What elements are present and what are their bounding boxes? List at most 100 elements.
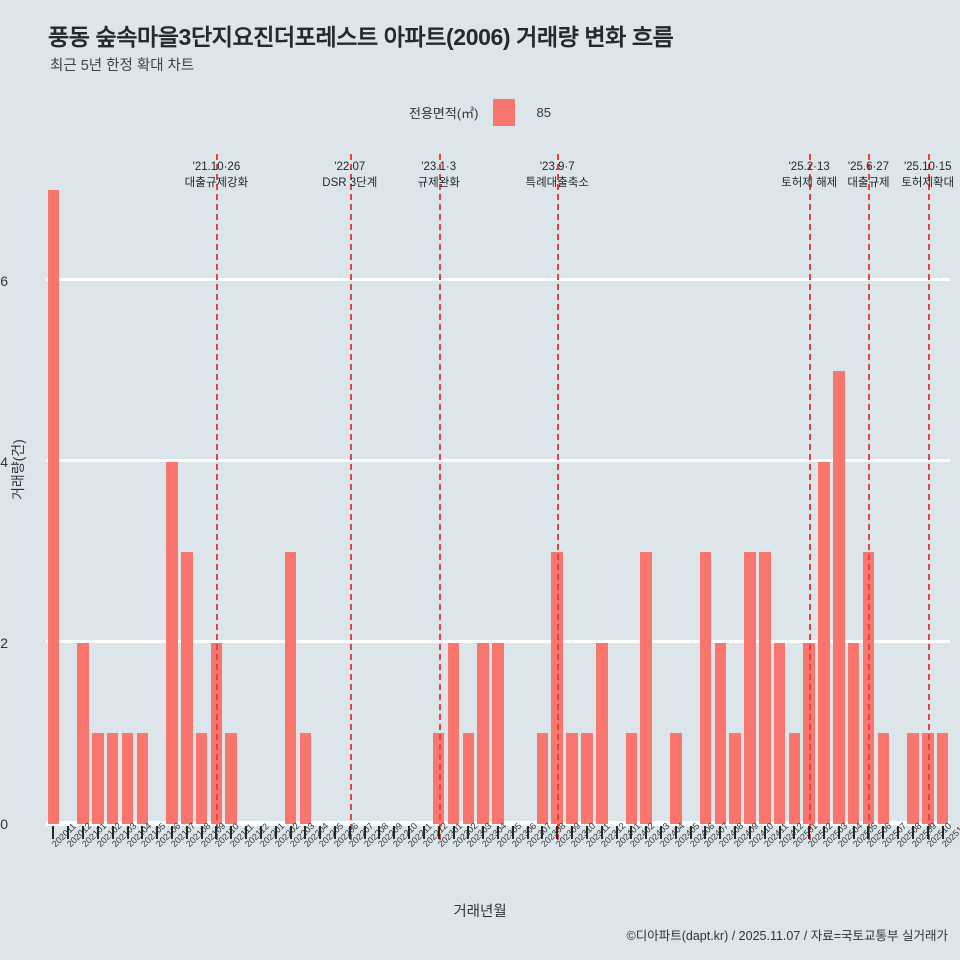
bar[interactable] [581, 733, 593, 824]
x-tick-mark [96, 826, 99, 839]
event-label: 대출규제 [847, 177, 890, 189]
x-tick-mark [852, 826, 855, 839]
bar[interactable] [121, 733, 134, 824]
x-tick-mark [630, 826, 633, 839]
x-tick-mark [882, 826, 885, 839]
x-tick-mark [52, 826, 55, 839]
bar[interactable] [47, 190, 60, 824]
event-label: 대출규제강화 [184, 177, 249, 189]
bar[interactable] [788, 733, 801, 824]
bar[interactable] [551, 552, 564, 824]
x-tick-mark [333, 826, 336, 839]
x-tick-mark [911, 826, 914, 839]
chart-title: 풍동 숲속마을3단지요진더포레스트 아파트(2006) 거래량 변화 흐름 [48, 24, 674, 50]
bar[interactable] [758, 552, 771, 824]
legend-label-85: 85 [536, 105, 551, 120]
bar[interactable] [210, 642, 223, 824]
bar[interactable] [936, 733, 949, 824]
bar[interactable] [106, 733, 119, 824]
x-tick-mark [704, 826, 707, 839]
bar[interactable] [181, 552, 193, 824]
event-line-1 [216, 154, 219, 840]
x-tick-mark [82, 826, 85, 839]
bar[interactable] [195, 733, 208, 824]
x-tick-mark [111, 826, 114, 839]
bar[interactable] [773, 642, 786, 824]
event-line-5 [809, 154, 812, 840]
legend-swatch-85[interactable] [492, 99, 515, 126]
x-tick-mark [67, 826, 70, 839]
x-tick-mark [511, 826, 514, 839]
x-tick-mark [689, 826, 692, 839]
bar[interactable] [299, 733, 312, 824]
y-tick-4: 4 [0, 453, 8, 470]
event-label: 토허제 해제 [781, 177, 838, 189]
x-tick-mark [467, 826, 470, 839]
bar[interactable] [447, 642, 460, 824]
bar[interactable] [77, 642, 89, 824]
bar[interactable] [833, 371, 845, 824]
x-tick-mark [497, 826, 499, 839]
bar[interactable] [625, 733, 638, 824]
bar[interactable] [744, 552, 756, 824]
x-tick-mark [422, 826, 425, 839]
plot-area [46, 154, 950, 840]
bar[interactable] [640, 552, 652, 824]
bar[interactable] [729, 733, 741, 824]
x-tick-mark [363, 826, 366, 839]
bar[interactable] [166, 461, 178, 824]
event-date: '21.10·26 [192, 161, 241, 173]
x-tick-mark [526, 826, 529, 839]
x-tick-mark [289, 826, 292, 839]
bar[interactable] [877, 733, 890, 824]
bar[interactable] [921, 733, 934, 824]
x-tick-mark [660, 826, 663, 839]
bar[interactable] [462, 733, 475, 824]
x-tick-mark [230, 826, 233, 839]
event-label: 특례대출축소 [525, 177, 590, 189]
event-label: 토허제확대 [901, 177, 955, 189]
event-label: DSR 3단계 [322, 177, 378, 189]
bar[interactable] [907, 733, 919, 824]
credit-text: ©디아파트(dapt.kr) / 2025.11.07 / 자료=국토교통부 실… [626, 929, 949, 943]
bar[interactable] [566, 733, 578, 824]
bar[interactable] [225, 733, 237, 824]
x-tick-mark [926, 826, 929, 839]
bar[interactable] [818, 461, 830, 824]
bar[interactable] [803, 642, 815, 824]
x-tick-mark [897, 826, 900, 839]
event-line-3 [438, 154, 441, 840]
x-tick-mark [482, 826, 485, 839]
x-tick-mark [319, 826, 322, 839]
x-tick-mark [763, 826, 766, 839]
bar[interactable] [714, 642, 727, 824]
bar[interactable] [670, 733, 682, 824]
gridline-4 [46, 458, 950, 462]
x-tick-mark [556, 826, 559, 839]
bar[interactable] [432, 733, 445, 824]
event-annotation-7: '25.10·15 토허제확대 [901, 160, 954, 192]
event-date: '23.1·3 [421, 161, 457, 173]
bar[interactable] [492, 642, 504, 824]
x-tick-mark [408, 826, 411, 839]
bar[interactable] [136, 733, 149, 824]
x-tick-mark [274, 826, 277, 839]
event-date: '25.10·15 [903, 161, 952, 173]
x-tick-mark [541, 826, 544, 839]
event-annotation-4: '23.9·7 특례대출축소 [526, 160, 589, 192]
bar[interactable] [92, 733, 104, 824]
x-tick-mark [808, 826, 811, 839]
bar[interactable] [477, 642, 489, 824]
bar[interactable] [699, 552, 712, 824]
bar[interactable] [284, 552, 297, 824]
x-tick-mark [941, 826, 944, 839]
bar[interactable] [536, 733, 549, 824]
x-tick-mark [674, 826, 677, 839]
y-tick-0: 0 [0, 816, 8, 832]
event-line-6 [868, 154, 871, 840]
bar[interactable] [847, 642, 860, 824]
x-tick-mark [823, 826, 826, 839]
bar[interactable] [595, 642, 608, 824]
bar[interactable] [862, 552, 875, 824]
